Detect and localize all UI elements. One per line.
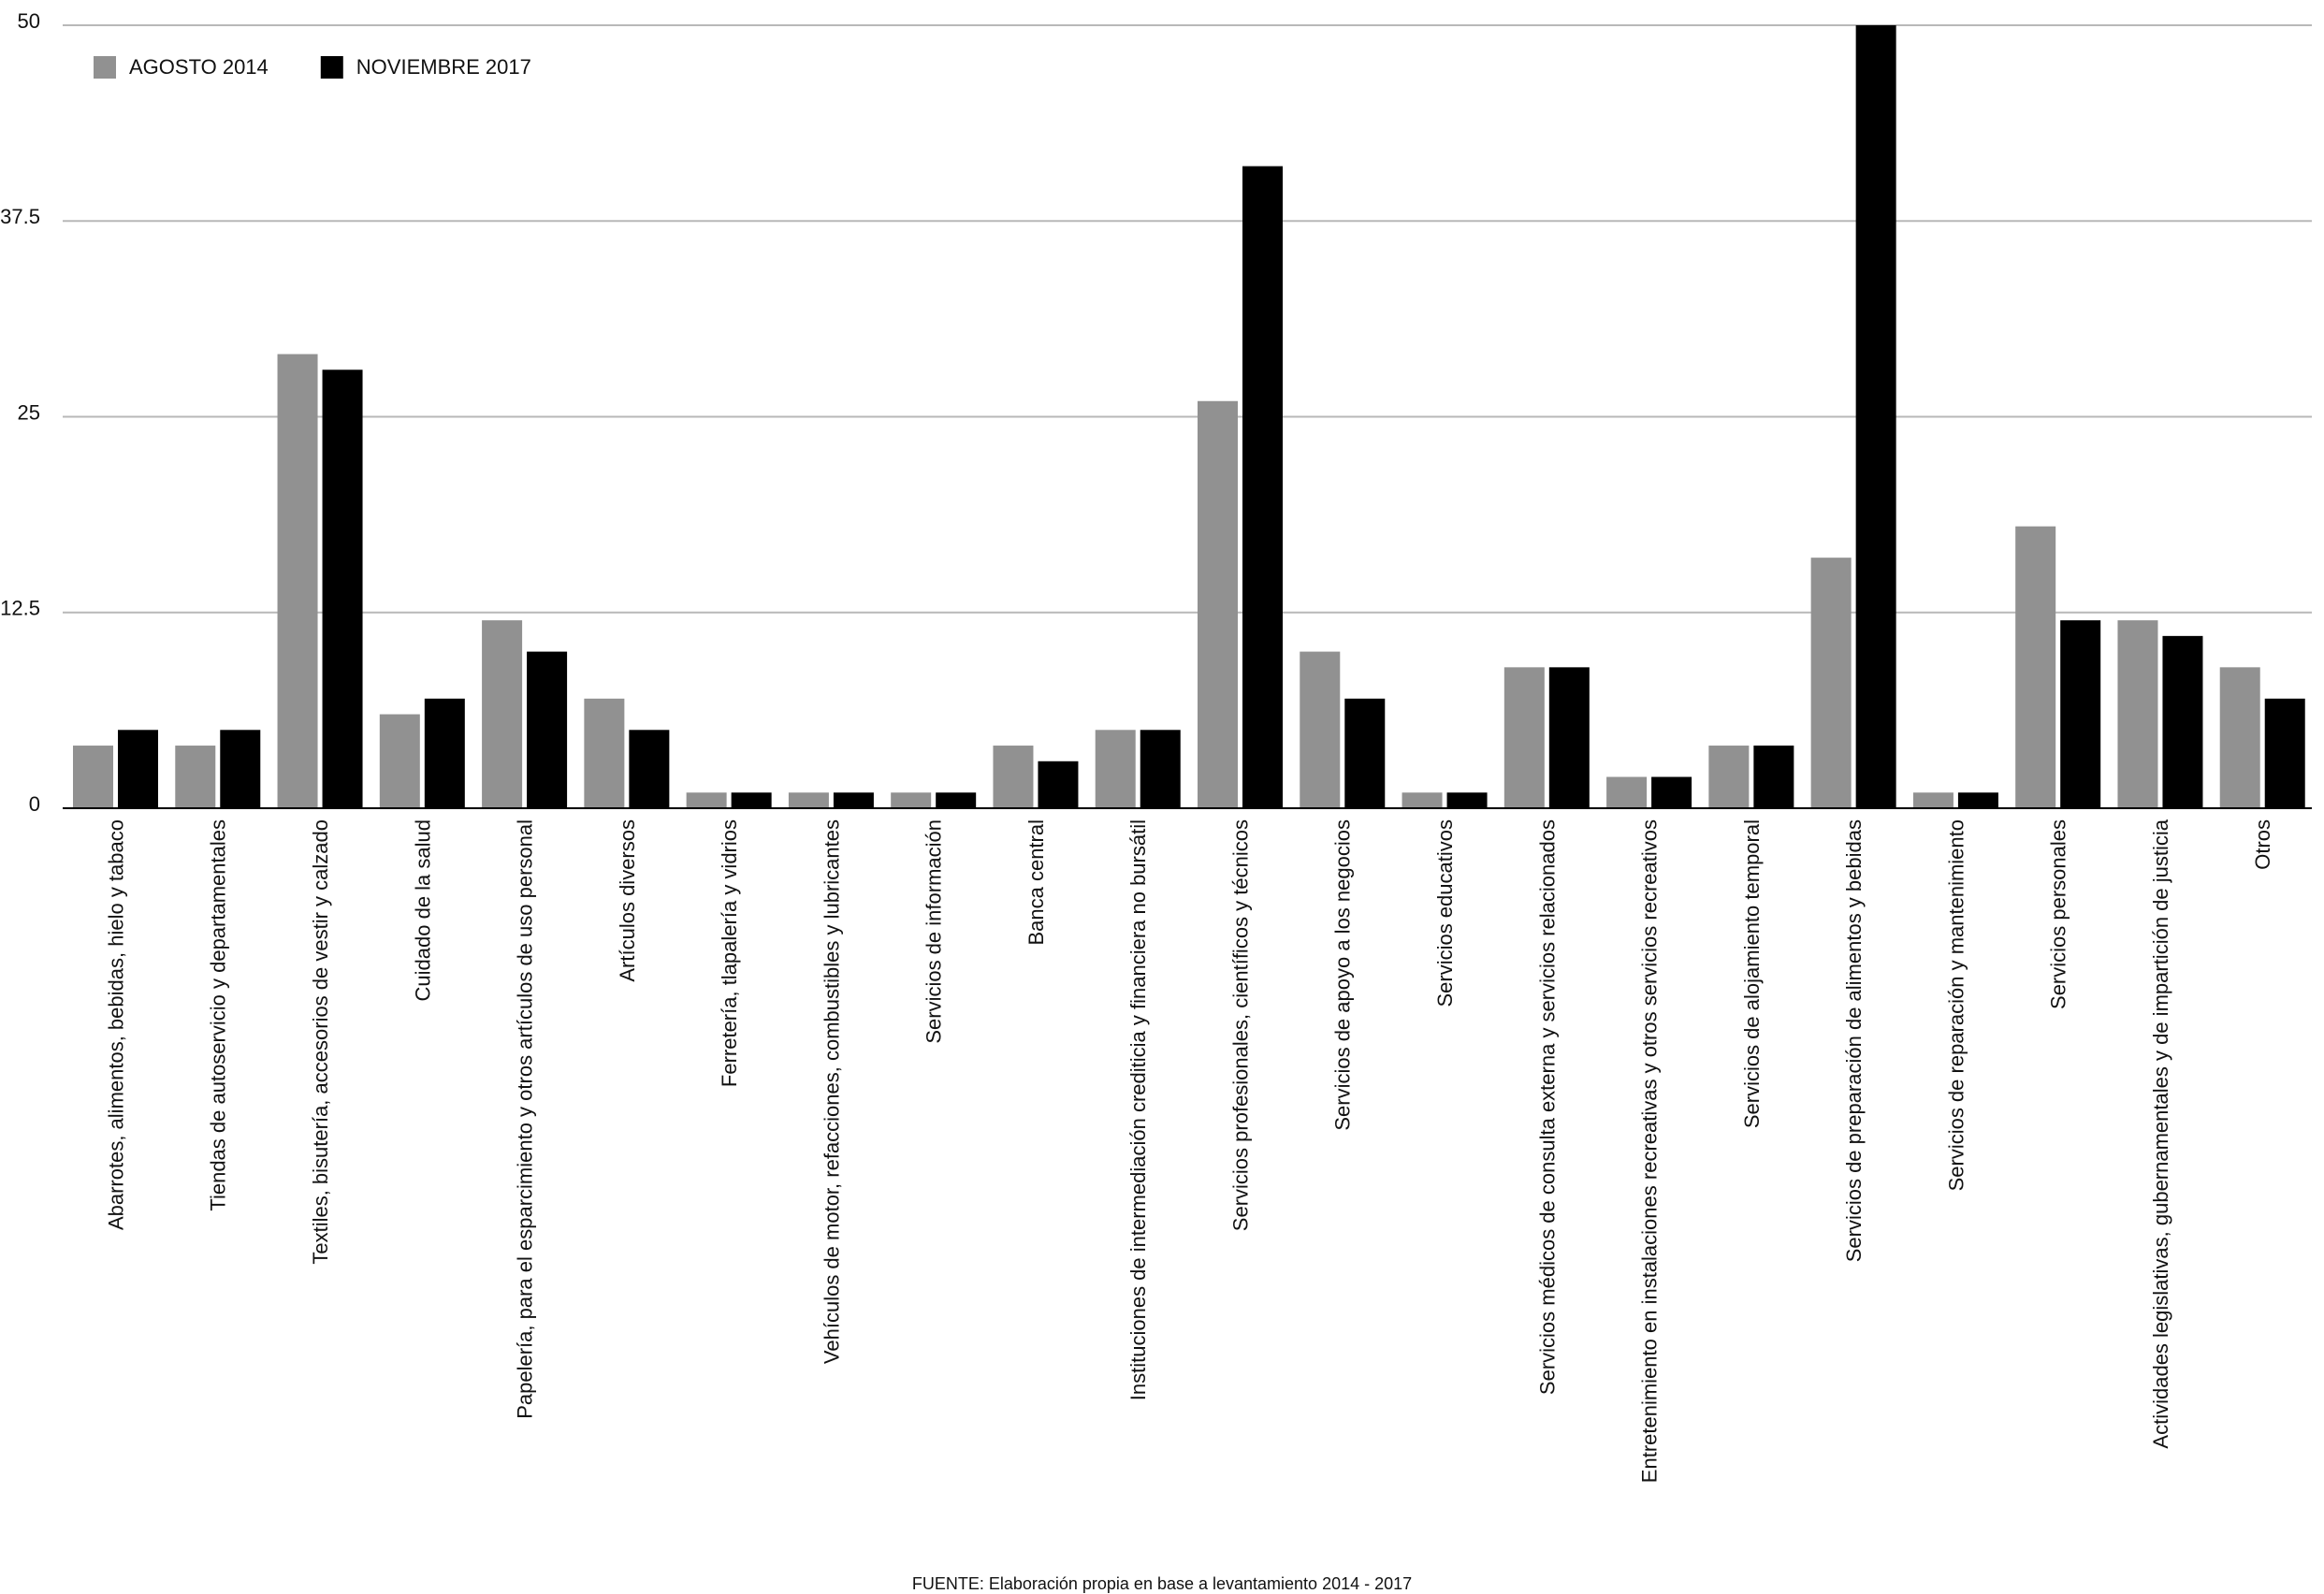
x-tick-label: Servicios de apoyo a los negocios bbox=[1331, 819, 1355, 1131]
bar bbox=[833, 792, 874, 808]
bar bbox=[1912, 792, 1954, 808]
x-tick-label: Servicios de alojamiento temporal bbox=[1740, 819, 1764, 1128]
x-tick-label: Artículos diversos bbox=[616, 819, 639, 982]
bar bbox=[1503, 667, 1545, 808]
bar bbox=[1038, 761, 1079, 808]
bar bbox=[629, 730, 670, 808]
x-tick-label: Vehículos de motor, refacciones, combust… bbox=[820, 819, 843, 1364]
x-tick-label: Ferretería, tlapalería y vidrios bbox=[718, 819, 741, 1087]
bar bbox=[73, 746, 113, 808]
x-tick-label: Otros bbox=[2251, 819, 2274, 870]
x-tick-label: Banca central bbox=[1024, 819, 1048, 946]
x-tick-label: Servicios médicos de consulta externa y … bbox=[1535, 819, 1559, 1395]
legend-label: AGOSTO 2014 bbox=[129, 55, 269, 79]
bar bbox=[1198, 400, 1238, 808]
x-tick-label: Abarrotes, alimentos, bebidas, hielo y t… bbox=[104, 819, 127, 1230]
bar bbox=[584, 698, 625, 808]
x-tick-label: Actividades legislativas, gubernamentale… bbox=[2149, 819, 2172, 1448]
bar bbox=[527, 651, 568, 808]
bar bbox=[788, 792, 829, 808]
bar bbox=[936, 792, 977, 808]
x-tick-label: Tiendas de autoservicio y departamentale… bbox=[207, 819, 230, 1211]
bar bbox=[1810, 558, 1852, 808]
bar bbox=[1242, 166, 1283, 808]
bar bbox=[686, 792, 727, 808]
bar bbox=[2219, 667, 2260, 808]
bar bbox=[2060, 620, 2101, 808]
x-tick-label: Entretenimiento en instalaciones recreat… bbox=[1638, 819, 1662, 1483]
bar bbox=[220, 730, 261, 808]
x-tick-label: Servicios de preparación de alimentos y … bbox=[1842, 819, 1866, 1262]
bar bbox=[891, 792, 932, 808]
x-tick-label: Textiles, bisutería, accesorios de vesti… bbox=[309, 819, 332, 1265]
bar bbox=[1957, 792, 1998, 808]
y-tick-label: 50 bbox=[18, 9, 40, 33]
bar bbox=[322, 370, 363, 808]
x-tick-label: Servicios de reparación y mantenimiento bbox=[1944, 819, 1968, 1191]
bar bbox=[175, 746, 216, 808]
x-tick-label: Servicios educativos bbox=[1433, 819, 1457, 1007]
bar bbox=[1855, 25, 1896, 808]
bar bbox=[277, 354, 318, 808]
bar bbox=[1300, 651, 1341, 808]
bar bbox=[1606, 776, 1648, 808]
bar bbox=[482, 620, 523, 808]
source-note: FUENTE: Elaboración propia en base a lev… bbox=[912, 1574, 1412, 1593]
legend-label: NOVIEMBRE 2017 bbox=[356, 55, 531, 79]
legend-swatch bbox=[320, 56, 343, 79]
bar bbox=[2264, 698, 2305, 808]
bar bbox=[1708, 746, 1750, 808]
bar bbox=[1548, 667, 1590, 808]
y-tick-label: 37.5 bbox=[0, 205, 40, 228]
bar bbox=[993, 746, 1034, 808]
x-tick-label: Servicios personales bbox=[2047, 819, 2070, 1009]
y-tick-label: 25 bbox=[18, 400, 40, 424]
y-tick-label: 0 bbox=[29, 792, 40, 816]
bar bbox=[1095, 730, 1136, 808]
x-tick-label: Cuidado de la salud bbox=[411, 819, 434, 1001]
x-tick-label: Instituciones de intermediación creditic… bbox=[1126, 819, 1150, 1400]
bar bbox=[2162, 635, 2203, 808]
bar bbox=[2117, 620, 2158, 808]
bar bbox=[1344, 698, 1386, 808]
bar bbox=[379, 714, 420, 808]
bar bbox=[118, 730, 158, 808]
bar bbox=[1446, 792, 1488, 808]
x-tick-label: Servicios de información bbox=[922, 819, 946, 1044]
bar bbox=[1402, 792, 1443, 808]
bar bbox=[1753, 746, 1794, 808]
bar bbox=[2015, 526, 2056, 808]
x-tick-label: Servicios profesionales, científicos y t… bbox=[1228, 819, 1252, 1231]
bar bbox=[1140, 730, 1181, 808]
legend-swatch bbox=[94, 56, 116, 79]
bar bbox=[424, 698, 465, 808]
y-tick-label: 12.5 bbox=[0, 597, 40, 620]
x-tick-label: Papelería, para el esparcimiento y otros… bbox=[514, 819, 537, 1419]
bar bbox=[731, 792, 772, 808]
bar bbox=[1651, 776, 1692, 808]
